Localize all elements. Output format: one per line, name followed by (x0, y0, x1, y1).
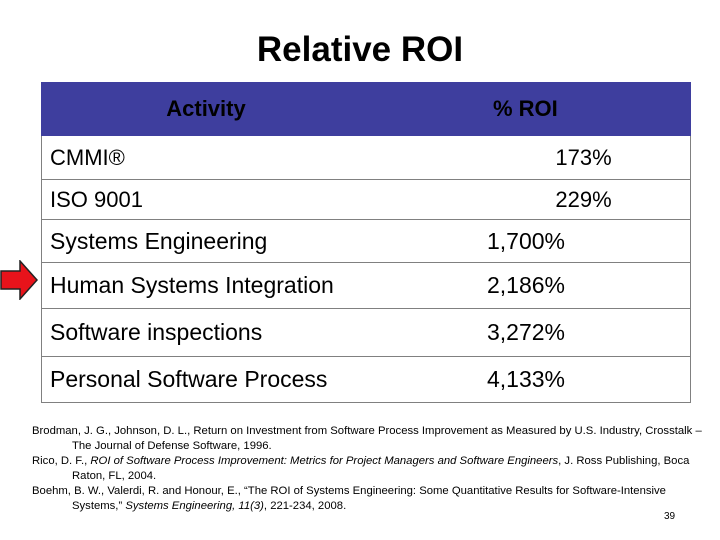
reference-rest: , J. Ross Publishing, Boca Raton, FL, 20… (72, 455, 690, 482)
row-roi: 3,272% (487, 319, 566, 345)
table-row: ISO 9001 229% (42, 180, 690, 220)
table-row: Human Systems Integration 2,186% (42, 263, 690, 309)
row-activity: CMMI® (50, 144, 125, 170)
reference-authors: Brodman, J. G., Johnson, D. L., (32, 425, 194, 437)
row-roi: 4,133% (487, 366, 566, 392)
row-activity: Human Systems Integration (50, 272, 334, 298)
reference-title: “The ROI of Systems Engineering: Some Qu… (72, 485, 666, 512)
slide-title: Relative ROI (256, 30, 464, 69)
pointer-arrow-icon (0, 260, 38, 300)
reference-item: Rico, D. F., ROI of Software Process Imp… (32, 454, 702, 484)
page-number: 39 (664, 511, 676, 522)
row-roi: 2,186% (487, 272, 566, 298)
reference-journal: Systems Engineering, 11(3) (125, 500, 264, 512)
reference-authors: Rico, D. F., (32, 455, 91, 467)
row-activity: Systems Engineering (50, 227, 268, 254)
row-roi: 1,700% (487, 227, 566, 254)
row-roi: 173% (555, 144, 612, 170)
row-activity: Personal Software Process (50, 366, 328, 392)
references: Brodman, J. G., Johnson, D. L., Return o… (32, 424, 702, 514)
table-row: CMMI® 173% (42, 136, 690, 180)
row-roi: 229% (555, 186, 612, 212)
table-header: Activity % ROI (41, 82, 691, 136)
reference-title: ROI of Software Process Improvement: Met… (90, 455, 559, 467)
reference-item: Boehm, B. W., Valerdi, R. and Honour, E.… (32, 484, 702, 514)
reference-item: Brodman, J. G., Johnson, D. L., Return o… (32, 424, 702, 454)
table-row: Software inspections 3,272% (42, 309, 690, 357)
header-activity: Activity (166, 96, 246, 121)
table-row: Systems Engineering 1,700% (42, 220, 690, 263)
reference-authors: Boehm, B. W., Valerdi, R. and Honour, E.… (32, 485, 245, 497)
row-activity: Software inspections (50, 319, 263, 345)
roi-table: Activity % ROI CMMI® 173% ISO 9001 229% … (41, 82, 691, 403)
row-activity: ISO 9001 (50, 186, 143, 212)
reference-rest: , 221-234, 2008. (263, 500, 347, 512)
reference-title: Return on Investment from Software Proce… (72, 425, 702, 452)
header-roi: % ROI (493, 96, 558, 121)
table-row: Personal Software Process 4,133% (42, 357, 690, 402)
